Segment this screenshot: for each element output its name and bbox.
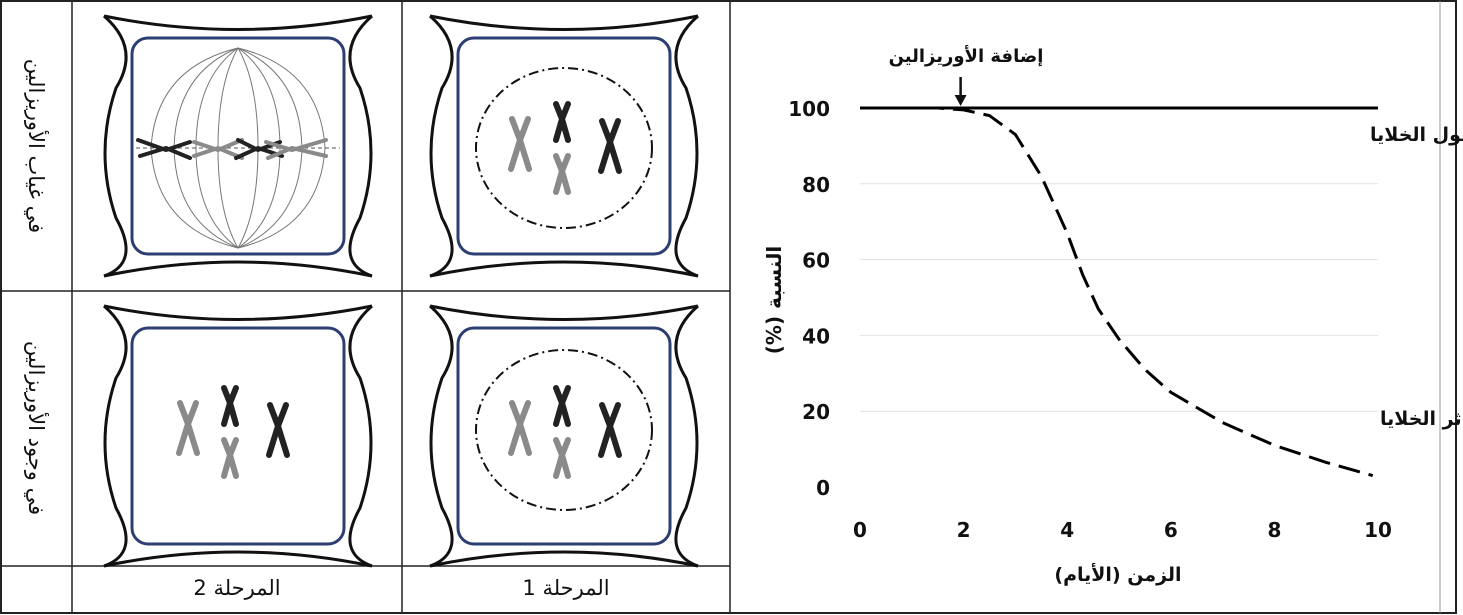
y-tick-label: 20 <box>802 400 830 424</box>
series-label-cell-proliferation: تكاثر الخلايا <box>1380 408 1463 430</box>
x-tick-label: 4 <box>1060 518 1074 542</box>
x-tick-label: 10 <box>1364 518 1392 542</box>
column-label-stage2: المرحلة 2 <box>193 576 281 600</box>
annotation-arrow-head <box>954 95 967 106</box>
x-tick-label: 0 <box>853 518 867 542</box>
cell-stage2-without-oryzalin <box>102 14 374 278</box>
y-tick-label: 80 <box>802 173 830 197</box>
y-axis-title: النسبة (%) <box>762 246 786 354</box>
x-tick-label: 2 <box>957 518 971 542</box>
y-tick-label: 0 <box>816 476 830 500</box>
series-line-cell-proliferation <box>860 106 1374 478</box>
series-label-cell-length: طول الخلايا <box>1370 124 1463 146</box>
column-label-stage1: المرحلة 1 <box>522 576 610 600</box>
x-tick-label: 6 <box>1164 518 1178 542</box>
cell-stage1-without-oryzalin <box>428 14 700 278</box>
y-tick-label: 100 <box>788 97 830 121</box>
annotation-label: إضافة الأوريزالين <box>889 45 1044 67</box>
x-axis-title: الزمن (الأيام) <box>1054 563 1181 586</box>
y-tick-label: 40 <box>802 324 830 348</box>
cell-stage1-with-oryzalin <box>428 304 700 568</box>
x-tick-label: 8 <box>1267 518 1281 542</box>
y-tick-label: 60 <box>802 249 830 273</box>
